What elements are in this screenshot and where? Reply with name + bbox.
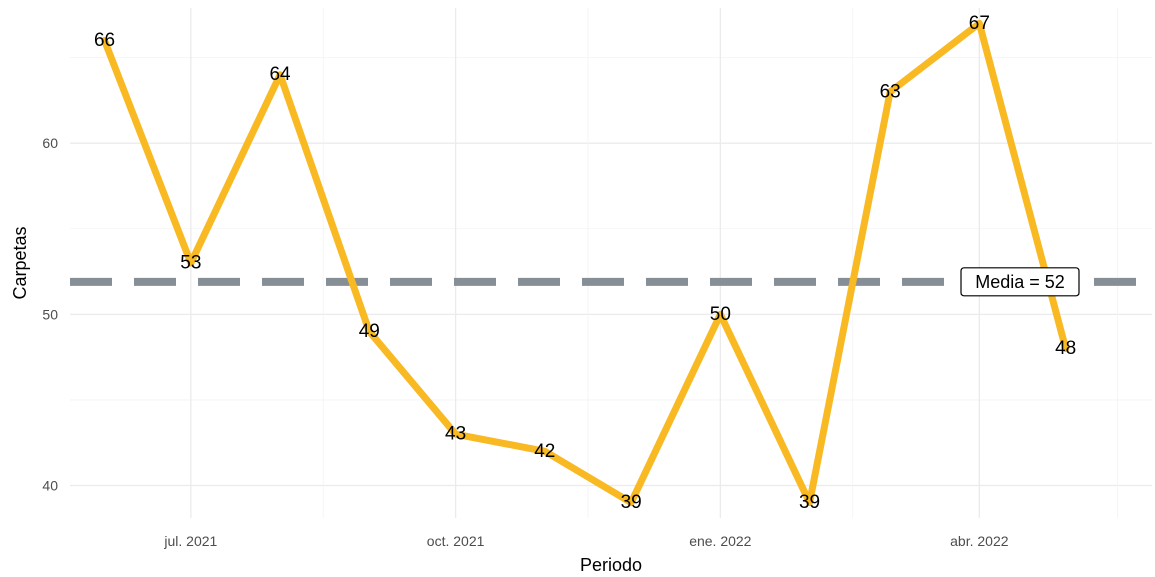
data-label: 48 — [1055, 338, 1076, 359]
axes: 40 50 60 jul. 2021 oct. 2021 ene. 2022 abr. 20… — [42, 135, 1008, 549]
data-labels: 66 53 64 49 43 42 39 50 39 63 67 48 — [94, 13, 1076, 513]
mean-label-box — [960, 267, 1080, 297]
data-label: 42 — [534, 441, 555, 462]
data-label: 66 — [94, 30, 115, 51]
data-label: 39 — [621, 492, 642, 513]
y-tick-label: 50 — [42, 306, 58, 322]
data-label: 67 — [969, 13, 990, 34]
grid — [70, 8, 1152, 518]
y-tick-label: 60 — [42, 135, 58, 151]
x-tick-label: abr. 2022 — [950, 533, 1009, 549]
x-tick-label: ene. 2022 — [689, 533, 751, 549]
mean-label-text: Media = 52 — [975, 272, 1065, 292]
data-label: 63 — [880, 81, 901, 102]
data-label: 50 — [710, 304, 731, 325]
data-label: 43 — [445, 424, 466, 445]
x-axis-title: Periodo — [580, 555, 642, 575]
data-label: 49 — [359, 321, 380, 342]
data-label: 53 — [180, 253, 201, 274]
y-axis-title: Carpetas — [10, 226, 30, 299]
series-line — [101, 19, 1070, 507]
data-label: 39 — [799, 492, 820, 513]
x-tick-label: oct. 2021 — [427, 533, 485, 549]
x-tick-label: jul. 2021 — [163, 533, 217, 549]
y-tick-label: 40 — [42, 477, 58, 493]
mean-label: Media = 52 — [960, 267, 1080, 297]
data-label: 64 — [269, 64, 291, 85]
